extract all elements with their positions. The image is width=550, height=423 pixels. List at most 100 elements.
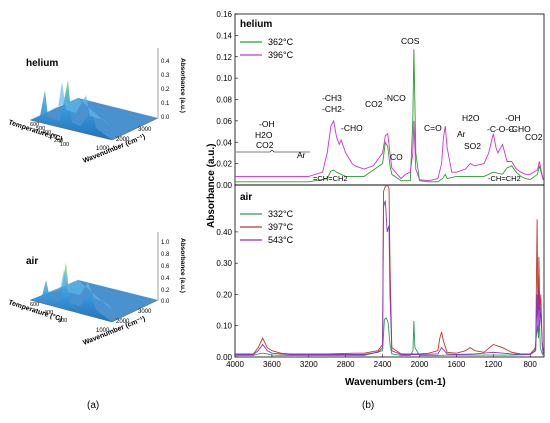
air-zlabel: Absorbance (a.u.) — [179, 238, 186, 293]
air-series-lines — [235, 184, 544, 356]
air-ytick-label: 0.40 — [216, 228, 232, 237]
helium-ytick: 400 — [42, 130, 51, 136]
air-ytick: 400 — [44, 310, 53, 316]
helium-ytick: 200 — [54, 138, 63, 144]
helium-ytick-label: 0.16 — [216, 10, 232, 19]
helium-ztick: 0.2 — [161, 87, 170, 93]
helium-ytick-label: 0.04 — [216, 138, 232, 147]
helium-ytick-label: 0.00 — [216, 181, 232, 190]
annotation-co2: CO2 — [256, 140, 274, 150]
panel-a: helium 0.4 0.3 0.2 0.1 0.0 Absorbance (a… — [0, 0, 200, 418]
air-ytick: 600 — [30, 302, 39, 308]
air-x-ticks: 1000 2000 3000 — [96, 309, 152, 334]
helium-spectrum-plot: 0.00 0.02 0.04 0.06 0.08 0.10 0.12 0.14 0.16 hel… — [206, 10, 545, 228]
air-xtick: 2000 — [116, 319, 130, 325]
annotation-ar-2: Ar — [457, 129, 466, 139]
annotation-cos: COS — [401, 36, 420, 46]
annotation-cho: -CHO — [341, 123, 363, 133]
air-x-axis — [111, 299, 159, 323]
helium-annotations: -OH H2O CO2 Ar -CH3 -CH2- -CHO CO2 -NCO … — [236, 36, 543, 183]
air-xtick-label: 2800 — [337, 360, 355, 369]
helium-3d-plot: helium 0.4 0.3 0.2 0.1 0.0 Absorbance (a… — [7, 48, 186, 165]
annotation-cho-2: -CHO — [509, 124, 531, 134]
annotation-co: CO — [390, 152, 403, 162]
annotation-ch3: -CH3 — [322, 93, 342, 103]
air-xtick: 1000 — [96, 328, 110, 334]
helium-ytick-label: 0.10 — [216, 74, 232, 83]
air-spectrum-plot: 0.00 0.10 0.20 0.30 0.40 4000 3600 3200 2800 240… — [216, 184, 545, 388]
air-ztick: 0.4 — [161, 276, 170, 282]
air-xtick-label: 2400 — [374, 360, 392, 369]
air-xtick-label: 1200 — [484, 360, 502, 369]
air-xtick-label: 1600 — [447, 360, 465, 369]
panel-b-svg: 0.00 0.02 0.04 0.06 0.08 0.10 0.12 0.14 0.16 hel… — [206, 10, 545, 411]
annotation-nco: -NCO — [384, 93, 406, 103]
air-title: air — [240, 192, 252, 203]
annotation-coc: -C-O-C- — [487, 124, 517, 134]
air-3d-plot: air 1.0 0.8 0.6 0.4 0.2 0.0 Absorbance (… — [7, 232, 186, 347]
helium-y-ticks: 600 500 400 300 200 100 — [30, 122, 69, 148]
air-xtick-label: 2000 — [411, 360, 429, 369]
panel-a-label: (a) — [87, 400, 99, 411]
air-3d-title: air — [26, 256, 38, 267]
annotation-bracket-oh — [236, 149, 310, 153]
air-ytick-label: 0.10 — [216, 322, 232, 331]
air-y-ticks: 600 400 200 — [30, 302, 67, 324]
air-xtick-label: 3600 — [263, 360, 281, 369]
annotation-oh-2: -OH — [505, 113, 521, 123]
helium-ztick: 0.0 — [161, 115, 170, 121]
air-ytick-label: 0.00 — [216, 353, 232, 362]
helium-ytick: 600 — [30, 122, 39, 128]
helium-legend-label-362: 362°C — [268, 37, 294, 47]
annotation-h2o: H2O — [255, 130, 273, 140]
air-ytick-label: 0.20 — [216, 290, 232, 299]
helium-ytick: 500 — [36, 126, 45, 132]
air-legend: 332°C 397°C 543°C — [240, 209, 294, 245]
annotation-co2-3: CO2 — [525, 132, 543, 142]
annotation-c-o: C=O — [424, 123, 442, 133]
air-legend-label-543: 543°C — [268, 235, 294, 245]
helium-z-ticks: 0.4 0.3 0.2 0.1 0.0 — [161, 59, 170, 121]
helium-x-axis — [111, 117, 159, 141]
air-y-ticks: 0.00 0.10 0.20 0.30 0.40 — [216, 228, 238, 362]
shared-ylabel: Absorbance (a.u.) — [206, 144, 217, 228]
air-xtick-label: 800 — [523, 360, 537, 369]
helium-xtick: 3000 — [138, 127, 152, 133]
annotation-ch-ch2-2: -CH=CH2 — [488, 174, 521, 183]
helium-y-ticks: 0.00 0.02 0.04 0.06 0.08 0.10 0.12 0.14 0.16 — [216, 10, 238, 190]
annotation-ar: Ar — [297, 150, 306, 160]
helium-series-lines — [235, 49, 544, 183]
air-xtick: 3000 — [138, 309, 152, 315]
air-series-397-line — [235, 184, 544, 355]
air-ztick: 0.6 — [161, 264, 170, 270]
helium-ztick: 0.3 — [161, 73, 170, 79]
annotation-co2-2: CO2 — [365, 99, 383, 109]
air-legend-label-332: 332°C — [268, 209, 294, 219]
panel-b-label: (b) — [362, 400, 374, 411]
annotation-ch2: -CH2- — [322, 104, 345, 114]
helium-ytick-label: 0.14 — [216, 31, 232, 40]
air-ytick-label: 0.30 — [216, 259, 232, 268]
air-surface-ridges — [30, 262, 112, 322]
annotation-ch-ch2-1: =CH=CH2 — [313, 174, 348, 183]
air-legend-label-397: 397°C — [268, 222, 294, 232]
panel-b: 0.00 0.02 0.04 0.06 0.08 0.10 0.12 0.14 0.16 hel… — [200, 0, 550, 418]
annotation-so2: SO2 — [464, 141, 481, 151]
helium-ztick: 0.1 — [161, 101, 170, 107]
helium-ytick-label: 0.12 — [216, 53, 232, 62]
helium-surface-back — [50, 82, 112, 128]
air-x-ticks: 4000 3600 3200 2800 2400 2000 1600 1200 800 — [226, 354, 537, 369]
helium-ytick: 100 — [60, 142, 69, 148]
air-z-ticks: 1.0 0.8 0.6 0.4 0.2 0.0 — [161, 240, 170, 305]
helium-3d-title: helium — [26, 58, 58, 69]
helium-y-axis — [29, 119, 113, 141]
annotation-h2o-2: H2O — [462, 113, 480, 123]
helium-series-396-line — [235, 119, 544, 182]
air-series-332-line — [235, 317, 544, 356]
air-surface-back — [50, 270, 112, 310]
air-xtick-label: 4000 — [226, 360, 244, 369]
helium-ytick-label: 0.06 — [216, 117, 232, 126]
air-xtick-label: 3200 — [300, 360, 318, 369]
helium-legend: 362°C 396°C — [240, 37, 294, 60]
helium-ytick: 300 — [48, 134, 57, 140]
